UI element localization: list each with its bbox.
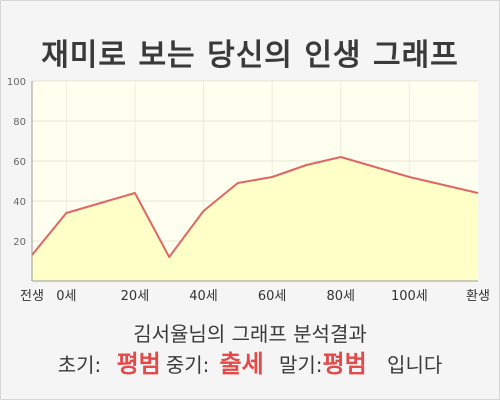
- x-tick-label: 0세: [56, 289, 76, 304]
- late-label: 말기:: [278, 353, 323, 377]
- y-tick-label: 20: [13, 237, 26, 248]
- series-line: [31, 156, 479, 258]
- middle-value: 출세: [219, 350, 264, 378]
- late-value: 평범: [322, 350, 367, 378]
- y-tick-label: 80: [13, 117, 26, 128]
- page-title: 재미로 보는 당신의 인생 그래프: [41, 38, 459, 73]
- grid-lines: [32, 80, 478, 281]
- y-tick-label: 40: [13, 197, 26, 208]
- y-tick-label: 60: [13, 157, 26, 168]
- x-tick-label: 20세: [121, 289, 150, 304]
- life-graph-chart: 20 40 60 80 100 전생 0세 20세 40세 60세 80세 100세 환생: [7, 77, 490, 304]
- early-label: 초기:: [57, 353, 102, 377]
- area-fill: [32, 157, 478, 281]
- ending-text: 입니다: [387, 353, 443, 377]
- early-value: 평범: [116, 350, 161, 378]
- x-tick-label: 80세: [327, 289, 356, 304]
- result-summary: 초기: 평범 중기: 출세 말기:평범 입니다: [0, 344, 500, 379]
- x-tick-label: 전생: [20, 289, 44, 304]
- x-tick-label: 60세: [258, 289, 287, 304]
- x-tick-label: 40세: [189, 289, 218, 304]
- y-tick-labels: 20 40 60 80 100: [7, 77, 26, 248]
- middle-label: 중기:: [165, 353, 210, 377]
- result-heading: 김서율님의 그래프 분석결과: [133, 322, 367, 346]
- y-tick-label: 100: [7, 77, 26, 88]
- x-tick-label: 환생: [466, 289, 490, 304]
- x-tick-labels: 전생 0세 20세 40세 60세 80세 100세 환생: [20, 289, 490, 304]
- x-tick-label: 100세: [391, 289, 428, 304]
